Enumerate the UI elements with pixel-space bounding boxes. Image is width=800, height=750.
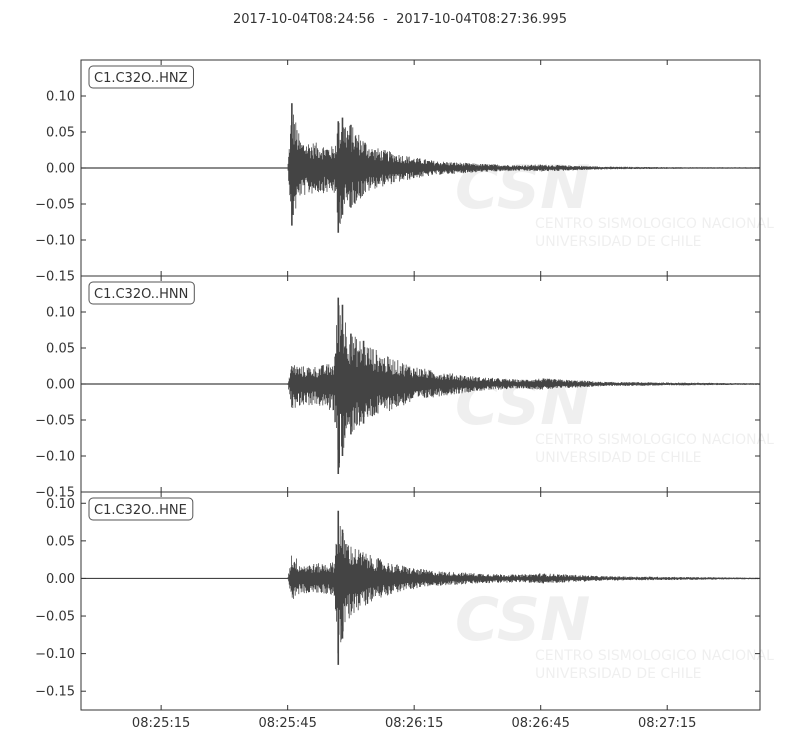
watermark-line-1: CENTRO SISMOLOGICO NACIONAL <box>535 648 774 664</box>
watermark-line-1: CENTRO SISMOLOGICO NACIONAL <box>535 216 774 232</box>
y-tick-label: 0.10 <box>46 497 75 512</box>
watermark-line-1: CENTRO SISMOLOGICO NACIONAL <box>535 432 774 448</box>
y-tick-label: 0.00 <box>46 572 75 587</box>
station-label: C1.C32O..HNE <box>94 503 187 518</box>
y-tick-label: 0.05 <box>46 126 75 141</box>
y-tick-label: 0.00 <box>46 378 75 393</box>
y-tick-label: 0.10 <box>46 90 75 105</box>
chart-title: 2017-10-04T08:24:56 - 2017-10-04T08:27:3… <box>0 12 800 27</box>
station-label-box <box>88 65 194 89</box>
axes-frame <box>80 491 761 711</box>
y-tick-label: −0.05 <box>35 610 75 625</box>
station-label: C1.C32O..HNN <box>94 287 188 302</box>
y-tick-label: −0.05 <box>35 414 75 429</box>
y-tick-label: 0.05 <box>46 534 75 549</box>
y-tick-label: −0.15 <box>35 270 75 285</box>
watermark-line-2: UNIVERSIDAD DE CHILE <box>535 666 702 682</box>
x-tick-label: 08:26:15 <box>385 716 443 731</box>
y-tick-label: −0.10 <box>35 450 75 465</box>
y-tick-label: −0.15 <box>35 486 75 501</box>
y-tick-label: −0.15 <box>35 685 75 700</box>
station-label: C1.C32O..HNZ <box>94 71 188 86</box>
x-tick-label: 08:25:45 <box>258 716 316 731</box>
y-tick-label: −0.05 <box>35 198 75 213</box>
y-tick-label: 0.00 <box>46 162 75 177</box>
x-tick-label: 08:25:15 <box>132 716 190 731</box>
watermark-logo-text: CSN <box>455 153 590 223</box>
y-tick-label: −0.10 <box>35 234 75 249</box>
title-start: 2017-10-04T08:24:56 <box>233 12 375 27</box>
y-tick-label: 0.10 <box>46 306 75 321</box>
watermark-logo-text: CSN <box>455 585 590 655</box>
watermark-line-2: UNIVERSIDAD DE CHILE <box>535 234 702 250</box>
y-tick-label: 0.05 <box>46 342 75 357</box>
waveform-trace <box>287 526 760 654</box>
station-label-box <box>88 281 195 305</box>
x-tick-label: 08:27:15 <box>638 716 696 731</box>
watermark-line-2: UNIVERSIDAD DE CHILE <box>535 450 702 466</box>
title-end: 2017-10-04T08:27:36.995 <box>396 12 567 27</box>
y-tick-label: −0.10 <box>35 647 75 662</box>
waveform-trace <box>287 305 760 468</box>
waveform-trace <box>287 114 760 224</box>
title-separator: - <box>374 12 397 27</box>
station-label-box <box>88 497 194 521</box>
x-tick-label: 08:26:45 <box>512 716 570 731</box>
